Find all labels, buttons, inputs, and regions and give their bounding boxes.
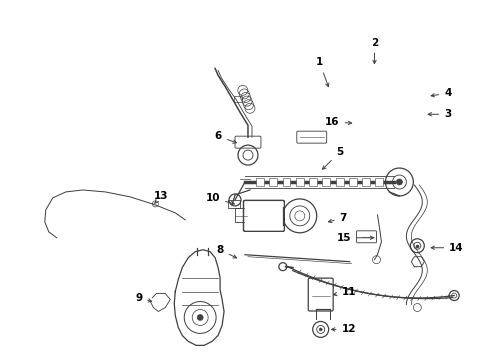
Polygon shape — [244, 202, 282, 230]
Text: 2: 2 — [370, 37, 377, 64]
Circle shape — [197, 315, 203, 320]
Text: 13: 13 — [154, 191, 168, 204]
Text: 10: 10 — [205, 193, 234, 204]
Bar — [235, 208, 246, 222]
Bar — [322, 178, 330, 186]
Bar — [308, 178, 316, 186]
Bar — [362, 178, 369, 186]
Bar — [255, 178, 264, 186]
Text: 16: 16 — [325, 117, 351, 127]
Bar — [295, 178, 303, 186]
Bar — [269, 178, 277, 186]
Text: 5: 5 — [322, 147, 343, 169]
Bar — [375, 178, 383, 186]
Text: 3: 3 — [427, 109, 450, 119]
Text: 6: 6 — [214, 131, 236, 143]
Polygon shape — [410, 257, 424, 267]
Bar — [234, 96, 242, 102]
Text: 1: 1 — [315, 58, 328, 87]
Text: 7: 7 — [328, 213, 346, 223]
Circle shape — [319, 328, 322, 331]
Text: 8: 8 — [216, 245, 236, 258]
Text: 14: 14 — [430, 243, 463, 253]
Bar — [335, 178, 343, 186]
Text: 9: 9 — [135, 293, 151, 302]
Bar — [227, 200, 240, 208]
Text: 15: 15 — [336, 233, 373, 243]
Circle shape — [396, 179, 402, 185]
Bar — [348, 178, 356, 186]
Text: 11: 11 — [333, 287, 355, 297]
Text: 4: 4 — [430, 88, 451, 98]
Text: 12: 12 — [331, 324, 355, 334]
Bar — [282, 178, 290, 186]
